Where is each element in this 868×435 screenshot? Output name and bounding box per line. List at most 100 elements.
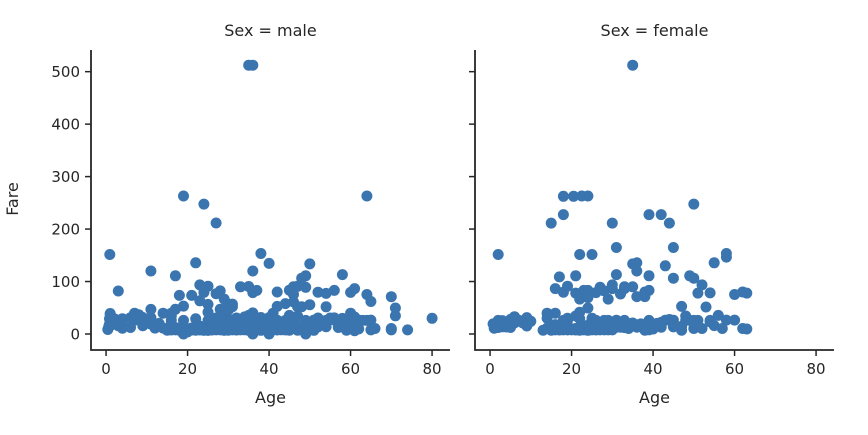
data-point (700, 301, 712, 313)
data-point (582, 292, 594, 304)
data-point (389, 310, 401, 322)
data-point (655, 209, 667, 221)
facet-male: 0 20 40 60 80 0 100 200 300 400 500 Sex = male Age (51, 21, 450, 407)
data-point (549, 307, 561, 319)
data-point (149, 322, 161, 334)
data-point (688, 198, 700, 210)
data-point (426, 312, 438, 324)
x-tick-label: 20 (178, 360, 197, 378)
data-point (643, 270, 655, 282)
data-point (716, 323, 728, 334)
data-point (610, 269, 622, 281)
data-point (116, 322, 128, 334)
y-tick-label: 400 (51, 116, 80, 134)
data-point (210, 288, 222, 300)
data-point (145, 265, 157, 277)
scatter-points (102, 59, 438, 340)
data-point (247, 265, 259, 277)
y-tick-label: 200 (51, 221, 80, 239)
data-point (296, 272, 308, 284)
data-point (320, 321, 332, 333)
data-point (692, 314, 704, 326)
data-point (720, 314, 732, 326)
data-point (541, 312, 553, 324)
data-point (488, 322, 500, 334)
data-point (708, 257, 720, 269)
data-point (582, 302, 594, 314)
x-axis-label: Age (639, 388, 670, 407)
x-tick-label: 60 (725, 360, 744, 378)
x-tick-label: 80 (423, 360, 442, 378)
data-point (194, 295, 206, 307)
data-point (574, 293, 586, 305)
y-tick-label: 300 (51, 168, 80, 186)
data-point (218, 324, 230, 336)
data-point (720, 251, 732, 263)
data-point (137, 320, 149, 332)
data-point (125, 322, 136, 333)
data-point (247, 59, 259, 71)
data-point (631, 265, 643, 277)
data-point (627, 59, 639, 71)
data-point (402, 324, 414, 336)
data-point (598, 324, 610, 336)
data-point (667, 272, 679, 284)
data-point (570, 270, 582, 282)
x-tick-label: 60 (341, 360, 360, 378)
data-point (235, 281, 246, 293)
data-point (729, 289, 741, 300)
data-point (582, 190, 594, 202)
data-point (545, 217, 557, 229)
scatter-points (487, 59, 753, 336)
data-point (598, 285, 610, 297)
x-tick-label: 0 (485, 360, 495, 378)
data-point (692, 287, 704, 299)
data-point (712, 309, 724, 321)
data-point (300, 328, 312, 340)
data-point (704, 287, 716, 299)
data-point (553, 324, 565, 336)
data-point (190, 257, 202, 269)
data-point (521, 320, 533, 332)
data-point (574, 324, 586, 336)
data-point (202, 298, 214, 310)
facet-title: Sex = male (224, 21, 316, 40)
data-point (198, 198, 210, 210)
data-point (385, 291, 397, 303)
data-point (222, 304, 234, 316)
data-point (659, 260, 671, 272)
data-point (255, 248, 267, 259)
data-point (385, 324, 397, 336)
data-point (688, 272, 700, 284)
data-point (631, 291, 643, 303)
data-point (557, 286, 569, 298)
data-point (643, 209, 655, 221)
data-point (574, 249, 586, 260)
facet-female: 0 20 40 60 80 Sex = female Age (469, 21, 834, 407)
data-point (606, 217, 618, 229)
data-point (263, 328, 275, 340)
data-point (663, 217, 675, 229)
data-point (365, 296, 377, 307)
data-point (639, 291, 651, 303)
data-point (304, 258, 316, 270)
data-point (582, 324, 594, 336)
data-point (210, 217, 222, 229)
y-tick-label: 100 (51, 273, 80, 291)
data-point (557, 190, 569, 202)
data-point (389, 302, 401, 314)
data-point (557, 209, 569, 221)
data-point (676, 324, 688, 336)
data-point (173, 289, 185, 301)
data-point (676, 300, 688, 312)
data-point (308, 324, 320, 336)
data-point (729, 314, 741, 326)
data-point (590, 287, 602, 299)
data-point (615, 288, 626, 300)
data-point (365, 314, 377, 326)
axis-spines (90, 50, 450, 351)
data-point (178, 328, 189, 340)
data-point (235, 324, 246, 336)
data-point (247, 287, 259, 299)
